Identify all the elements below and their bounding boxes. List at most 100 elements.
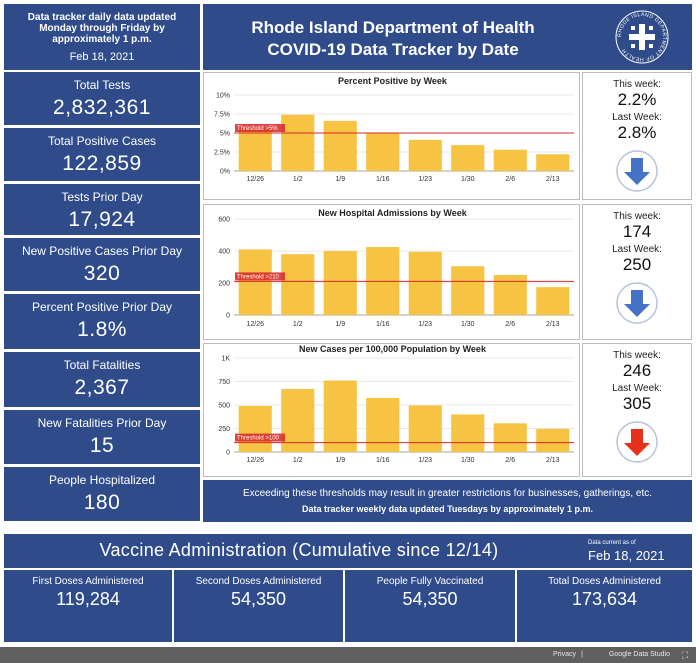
x-tick-label: 12/26 [246,457,264,464]
chart-hospital-admissions-svg: New Hospital Admissions by Week 0 200 400 60… [218,208,574,328]
y-tick-label: 400 [218,249,230,256]
y-tick-label: 500 [218,403,230,410]
chart-hospital-admissions: New Hospital Admissions by Week 0 200 400 60… [203,204,580,340]
footnote-line1: Exceeding these thresholds may result in… [242,488,653,499]
bar [493,423,527,452]
vaccine-card-value: 54,350 [230,589,287,609]
threshold-label-bg [235,433,285,442]
vaccine-card-label: Total Doses Administered [548,576,661,587]
y-tick-label: 10% [216,93,230,100]
stat-value: 320 [83,262,121,285]
last-week-label: Last Week: [612,244,662,255]
x-tick-label: 1/23 [418,457,432,464]
x-tick-label: 1/30 [461,176,475,183]
bar [238,249,272,315]
threshold-label-bg [235,124,285,132]
fullscreen-icon[interactable]: ⛶ [681,650,688,660]
update-note-date: Feb 18, 2021 [69,51,135,63]
stat-value: 1.8% [77,318,127,341]
this-week-value: 246 [622,361,652,380]
update-note-line2: Monday through Friday by [39,23,165,34]
this-week-label: This week: [613,211,661,222]
privacy-link[interactable]: Privacy [553,651,576,658]
stat-label: Tests Prior Day [61,190,143,204]
y-tick-label: 1K [221,356,230,363]
this-week-label: This week: [613,79,661,90]
stat-tests-prior-day: Tests Prior Day 17,924 [4,184,200,235]
x-tick-label: 1/2 [293,176,303,183]
x-tick-label: 1/23 [418,176,432,183]
y-tick-label: 0 [226,450,230,457]
bar [323,251,357,315]
stat-percent-positive-prior-day: Percent Positive Prior Day 1.8% [4,294,200,349]
bar [408,251,442,315]
vaccine-current-date: Feb 18, 2021 [588,548,665,563]
chart-title: New Hospital Admissions by Week [318,208,468,218]
y-tick-label: 5% [220,131,230,138]
x-tick-label: 1/16 [376,321,390,328]
x-tick-label: 1/9 [335,176,345,183]
page-subtitle: COVID-19 Data Tracker by Date [267,40,519,59]
vaccine-card-label: People Fully Vaccinated [376,576,484,587]
bar [281,254,315,315]
x-tick-label: 1/30 [461,457,475,464]
stat-value: 15 [89,434,115,457]
x-tick-label: 1/9 [335,321,345,328]
threshold-label: Threshold >100 [237,436,280,442]
stat-new-positive-cases-prior-day: New Positive Cases Prior Day 320 [4,238,200,291]
vaccine-current-label: Data current as of [588,540,636,546]
stat-label: Total Tests [73,78,131,92]
bar [238,405,272,452]
stat-value: 180 [83,491,121,514]
x-tick-label: 1/23 [418,321,432,328]
bar [536,154,570,171]
bar [281,389,315,452]
bar [238,127,272,171]
arrow-down-icon [616,421,658,463]
update-note-panel: Data tracker daily data updated Monday t… [4,4,200,70]
bar [536,287,570,315]
update-note-line3: approximately 1 p.m. [52,34,152,45]
weekly-compare-panel: This week: 246 Last Week: 305 [582,343,692,477]
vaccine-header: Vaccine Administration (Cumulative since… [4,534,692,568]
vaccine-card-first-doses: First Doses Administered 119,284 [4,570,172,642]
y-tick-label: 750 [218,379,230,386]
vaccine-card-label: First Doses Administered [32,576,144,587]
arrow-down-icon [616,282,658,324]
last-week-label: Last Week: [612,112,662,123]
stat-total-tests: Total Tests 2,832,361 [4,72,200,125]
ri-health-seal-icon: RHODE ISLAND DEPARTMENT OF HEALTH [615,10,669,64]
x-tick-label: 1/2 [293,457,303,464]
x-tick-label: 2/6 [505,176,515,183]
x-tick-label: 1/2 [293,321,303,328]
bar [493,149,527,171]
x-tick-label: 1/30 [461,321,475,328]
weekly-compare-panel: This week: 174 Last Week: 250 [582,204,692,340]
y-tick-label: 7.5% [214,112,230,119]
data-studio-link[interactable]: Google Data Studio [608,651,670,658]
bar [323,380,357,452]
vaccine-card-value: 54,350 [402,589,458,609]
chart-title: Percent Positive by Week [338,76,448,86]
this-week-value: 2.2% [617,90,657,109]
weekly-compare-panel: This week: 2.2% Last Week: 2.8% [582,72,692,200]
y-tick-label: 600 [218,217,230,224]
last-week-value: 2.8% [617,123,657,142]
stat-people-hospitalized: People Hospitalized 180 [4,467,200,521]
this-week-label: This week: [613,350,661,361]
chart-title: New Cases per 100,000 Population by Week [299,344,487,354]
vaccine-card-value: 173,634 [571,589,638,609]
threshold-label-bg [235,272,285,281]
last-week-value: 250 [622,255,652,274]
y-tick-label: 2.5% [214,150,230,157]
bar [451,414,485,452]
y-tick-label: 0 [226,313,230,320]
bar [451,145,485,171]
y-tick-label: 0% [220,169,230,176]
x-tick-label: 1/16 [376,457,390,464]
last-week-value: 305 [622,394,652,413]
bar [536,428,570,452]
vaccine-card-value: 119,284 [56,589,120,609]
x-tick-label: 2/13 [546,321,560,328]
page-title: Rhode Island Department of Health [251,18,535,37]
